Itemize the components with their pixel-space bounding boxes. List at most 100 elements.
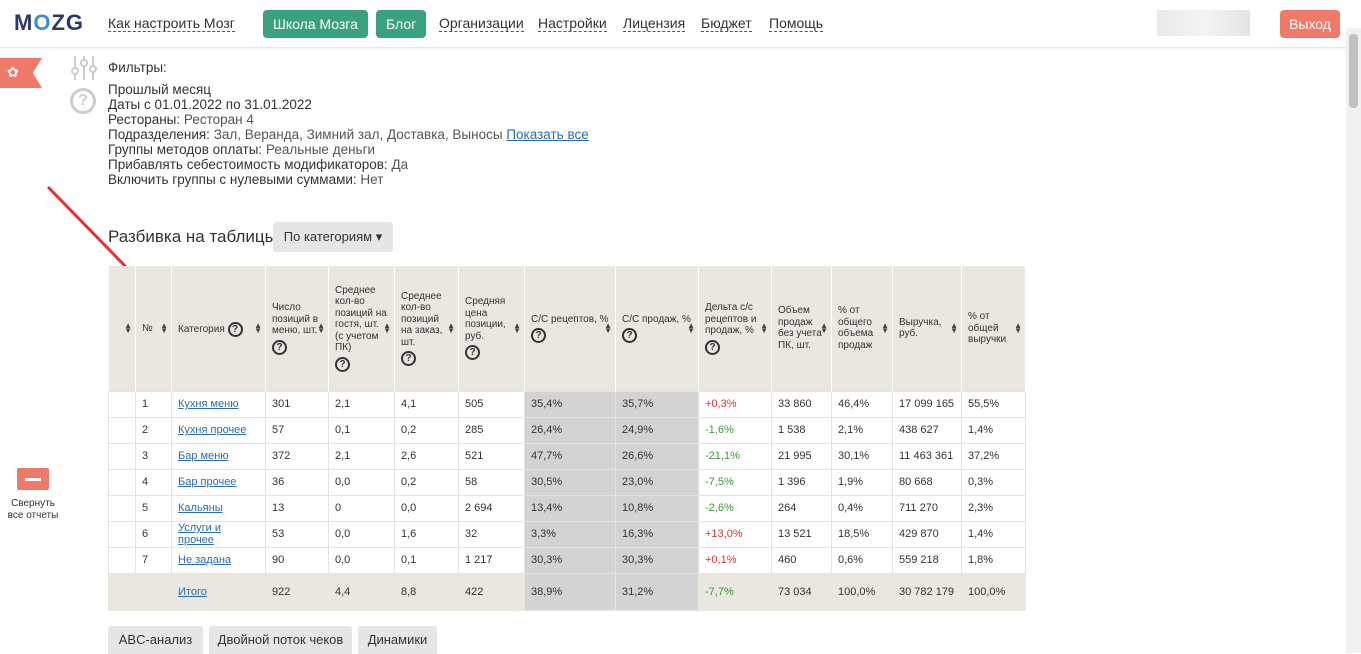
show-all-link[interactable]: Показать все — [506, 127, 589, 142]
filter-period: Прошлый месяц — [108, 82, 212, 97]
row-select-cell[interactable] — [108, 546, 136, 574]
table-cell: 32 — [458, 520, 525, 548]
sort-icon[interactable]: ▲ ▼ — [881, 321, 889, 335]
minus-icon[interactable] — [17, 468, 49, 490]
brain-icon: ✿ — [7, 64, 19, 80]
row-select-cell[interactable] — [108, 390, 136, 418]
sort-icon[interactable]: ▲ ▼ — [687, 321, 695, 335]
help-icon[interactable]: ? — [272, 339, 287, 355]
page-scrollbar[interactable] — [1346, 28, 1361, 653]
scrollbar-thumb[interactable] — [1349, 34, 1358, 108]
table-cell: 46,4% — [831, 390, 893, 418]
sort-icon[interactable]: ▲ ▼ — [513, 321, 521, 335]
help-icon[interactable]: ? — [465, 345, 480, 361]
filter-restaurants-label: Рестораны: — [108, 112, 181, 127]
table-cell: 422 — [458, 572, 525, 611]
tab-dynamics[interactable]: Динамики — [358, 626, 437, 654]
col-sales-cost[interactable]: С/С продаж, %? ▲ ▼ — [615, 266, 699, 391]
row-select-cell[interactable] — [108, 416, 136, 444]
logout-button[interactable]: Выход — [1280, 10, 1340, 38]
category-link[interactable]: Кухня прочее — [178, 424, 247, 436]
row-select-cell[interactable] — [108, 494, 136, 522]
row-select-cell[interactable] — [108, 442, 136, 470]
table-cell: 1,4% — [961, 416, 1026, 444]
category-link[interactable]: Услуги и прочее — [178, 522, 222, 546]
table-cell: 0,2 — [394, 416, 459, 444]
category-link[interactable]: Кухня меню — [178, 398, 239, 410]
col-category[interactable]: Категория ? ▲ ▼ — [171, 266, 266, 391]
category-link[interactable]: Бар меню — [178, 450, 229, 462]
nav-budget[interactable]: Бюджет — [701, 15, 752, 32]
breakdown-label: Разбивка на таблицы: — [108, 227, 282, 246]
col-recipe-cost[interactable]: С/С рецептов, %? ▲ ▼ — [524, 266, 616, 391]
sort-icon[interactable]: ▲ ▼ — [950, 321, 958, 335]
sort-icon[interactable]: ▲ ▼ — [383, 321, 391, 335]
table-cell: 21 995 — [771, 442, 832, 470]
table-cell: 4 — [135, 468, 172, 496]
nav-how-to-setup[interactable]: Как настроить Мозг — [108, 15, 235, 32]
col-revenue-share[interactable]: % от общей выручки ▲ ▼ — [961, 266, 1026, 391]
row-select-cell[interactable] — [108, 572, 136, 611]
col-revenue[interactable]: Выручка, руб. ▲ ▼ — [892, 266, 962, 391]
sort-icon[interactable]: ▲ ▼ — [124, 321, 132, 335]
help-icon[interactable]: ? — [705, 339, 720, 355]
sort-icon[interactable]: ▲ ▼ — [317, 321, 325, 335]
table-cell: 1 538 — [771, 416, 832, 444]
help-icon[interactable]: ? — [335, 356, 350, 372]
help-icon[interactable]: ? — [531, 328, 546, 343]
col-menu-items[interactable]: Число позиций в меню, шт.? ▲ ▼ — [265, 266, 329, 391]
nav-license[interactable]: Лицензия — [623, 15, 686, 32]
sort-icon[interactable]: ▲ ▼ — [820, 321, 828, 335]
nav-organizations[interactable]: Организации — [439, 15, 524, 32]
sort-icon[interactable]: ▲ ▼ — [160, 321, 168, 335]
tab-abc-analysis[interactable]: ABC-анализ — [108, 626, 203, 654]
table-row: 7 Не задана 90 0,0 0,1 1 217 30,3% 30,3% +0,1% 46… — [108, 546, 1026, 574]
nav-blog-button[interactable]: Блог — [376, 10, 427, 38]
sort-icon[interactable]: ▲ ▼ — [1014, 321, 1022, 335]
sort-icon[interactable]: ▲ ▼ — [760, 321, 768, 335]
table-cell: 1 — [135, 390, 172, 418]
col-volume-share[interactable]: % от общего объема продаж ▲ ▼ — [831, 266, 893, 391]
nav-school-button[interactable]: Школа Мозга — [263, 10, 368, 38]
col-avg-per-guest[interactable]: Среднее кол-во позиций на гостя, шт. (с … — [328, 266, 395, 391]
table-cell: 31,2% — [615, 572, 699, 611]
col-number[interactable]: № ▲ ▼ — [135, 266, 172, 391]
tab-double-check-flow[interactable]: Двойной поток чеков — [209, 626, 352, 654]
table-cell: 2,1 — [328, 442, 395, 470]
col-avg-per-order[interactable]: Среднее кол-во позиций на заказ, шт.? ▲ ▼ — [394, 266, 459, 391]
table-cell: 559 218 — [892, 546, 962, 574]
sort-icon[interactable]: ▲ ▼ — [447, 321, 455, 335]
table-cell: 0,3% — [961, 468, 1026, 496]
sliders-icon[interactable] — [70, 54, 98, 82]
mozg-logo[interactable]: MOZG — [14, 10, 85, 35]
collapse-all-reports[interactable]: Свернуть все отчеты — [5, 468, 61, 522]
category-link[interactable]: Бар прочее — [178, 476, 237, 488]
table-cell: 0,4% — [831, 494, 893, 522]
help-icon[interactable]: ? — [622, 328, 637, 343]
breakdown-dropdown[interactable]: По категориям ▾ — [273, 222, 393, 252]
table-cell: 18,5% — [831, 520, 893, 548]
help-icon[interactable]: ? — [227, 322, 243, 338]
category-link[interactable]: Итого — [178, 585, 207, 598]
row-select-cell[interactable] — [108, 520, 136, 548]
nav-settings[interactable]: Настройки — [538, 15, 607, 32]
question-icon[interactable]: ? — [70, 88, 96, 114]
user-name-blurred[interactable] — [1157, 10, 1250, 36]
category-link[interactable]: Не задана — [178, 554, 232, 566]
sort-icon[interactable]: ▲ ▼ — [604, 321, 612, 335]
help-icon[interactable]: ? — [401, 351, 416, 366]
table-cell: 0,0 — [328, 520, 395, 548]
category-link[interactable]: Кальяны — [178, 502, 223, 514]
nav-help[interactable]: Помощь — [769, 15, 824, 32]
col-cost-delta[interactable]: Дельта с/с рецептов и продаж, %? ▲ ▼ — [698, 266, 772, 391]
sort-icon[interactable]: ▲ ▼ — [254, 321, 262, 335]
filter-zero-value: Нет — [360, 172, 384, 187]
col-select[interactable]: ▲ ▼ — [108, 266, 136, 391]
table-cell: 264 — [771, 494, 832, 522]
table-cell: 30,1% — [831, 442, 893, 470]
filter-modifiers-value: Да — [391, 157, 409, 172]
col-avg-price[interactable]: Средняя цена позиции, руб.? ▲ ▼ — [458, 266, 525, 391]
table-cell: 16,3% — [615, 520, 699, 548]
row-select-cell[interactable] — [108, 468, 136, 496]
col-sales-volume[interactable]: Объем продаж без учета ПК, шт. ▲ ▼ — [771, 266, 832, 391]
